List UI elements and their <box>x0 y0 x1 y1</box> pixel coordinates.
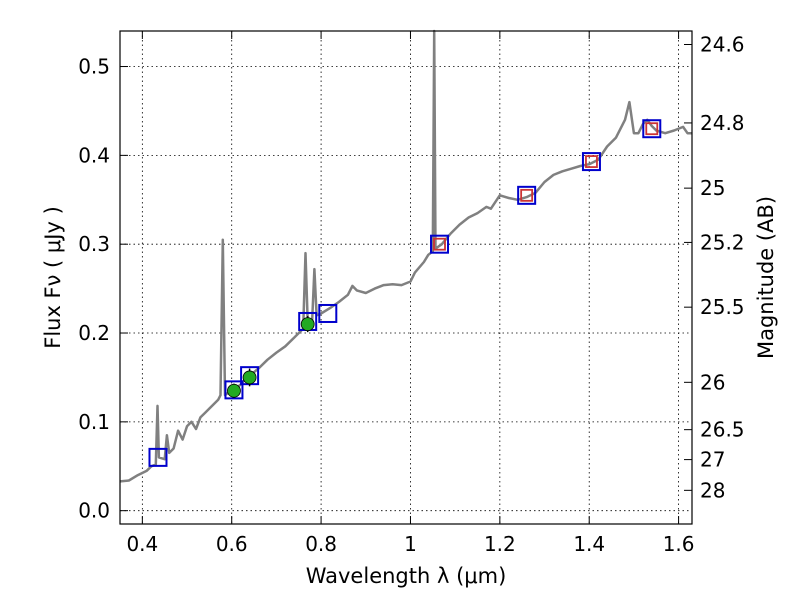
model-flux-marker <box>433 237 446 251</box>
x-tick-label: 0.6 <box>216 532 248 556</box>
observed-flux-marker <box>642 119 662 139</box>
right-tick-label: 26.5 <box>700 418 745 442</box>
right-tick-label: 24.6 <box>700 33 745 57</box>
right-tick-label: 24.8 <box>700 111 745 135</box>
photometry-point <box>300 317 315 332</box>
photometry-point <box>242 370 257 385</box>
model-flux-marker <box>645 122 659 136</box>
observed-flux-marker <box>581 152 601 172</box>
axis-ticks: 0.4 0.6 0.8 1 1.2 1.4 1.6 0.0 0.1 0.2 0.3 0.4 0.5 24.… <box>78 31 745 556</box>
x-tick-label: 0.4 <box>126 532 158 556</box>
x-tick-label: 0.8 <box>305 532 337 556</box>
x-tick-label: 1 <box>404 532 417 556</box>
grid-lines <box>120 31 692 524</box>
model-flux-marker <box>585 155 598 168</box>
x-tick-label: 1.2 <box>484 532 516 556</box>
x-axis-label: Wavelength λ (μm) <box>306 564 507 588</box>
x-tick-label: 1.4 <box>573 532 605 556</box>
y-axis-label: Flux Fν ( μJy ) <box>41 206 65 349</box>
y-tick-label: 0.1 <box>78 410 110 434</box>
x-tick-label: 1.6 <box>663 532 695 556</box>
photometry-point <box>227 383 241 398</box>
observed-flux-marker <box>517 185 537 205</box>
right-tick-label: 28 <box>700 478 725 502</box>
right-tick-label: 25.2 <box>700 230 745 254</box>
y-tick-label: 0.5 <box>78 55 110 79</box>
observed-flux-marker <box>318 303 338 323</box>
photometry-series <box>148 119 662 467</box>
y-tick-label: 0.0 <box>78 499 110 523</box>
y-tick-label: 0.2 <box>78 321 110 345</box>
model-spectrum-line <box>119 29 692 483</box>
plot-frame <box>119 30 693 525</box>
right-tick-label: 26 <box>700 370 725 394</box>
model-spectrum-series <box>119 29 692 483</box>
model-flux-marker <box>520 188 534 202</box>
y-tick-label: 0.3 <box>78 232 110 256</box>
right-tick-label: 25.5 <box>700 295 745 319</box>
right-axis-label: Magnitude (AB) <box>754 196 778 359</box>
y-tick-label: 0.4 <box>78 143 110 167</box>
observed-flux-marker <box>148 447 168 467</box>
observed-flux-marker <box>224 380 244 400</box>
right-tick-label: 25 <box>700 176 725 200</box>
right-tick-label: 27 <box>700 448 725 472</box>
observed-flux-marker <box>430 234 450 254</box>
